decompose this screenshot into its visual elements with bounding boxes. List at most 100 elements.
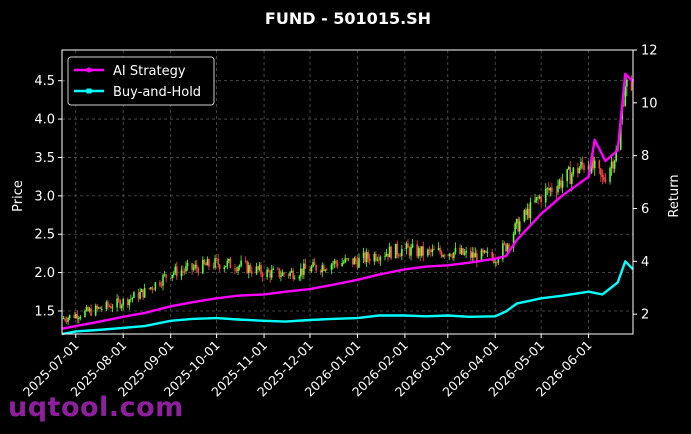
candle-body	[399, 255, 402, 257]
candle-body	[448, 253, 451, 257]
candle-body	[192, 267, 195, 270]
candle-body	[101, 309, 103, 310]
candle-body	[260, 265, 262, 274]
candle-body	[345, 258, 348, 260]
candle-body	[117, 298, 120, 301]
candle-body	[534, 200, 536, 203]
candle-body	[73, 314, 76, 318]
candle-body	[569, 167, 572, 184]
candle-body	[127, 299, 129, 306]
candle-body	[368, 258, 371, 262]
plot-frame	[61, 49, 634, 335]
candle-body	[580, 161, 582, 169]
candle-body	[486, 252, 489, 253]
candle-body	[367, 252, 369, 259]
candle-body	[506, 244, 509, 252]
candle-body	[437, 248, 440, 250]
candle-body	[538, 196, 541, 199]
candle-body	[375, 253, 377, 261]
candle-body	[298, 276, 301, 279]
candle-body	[344, 258, 347, 263]
candle-body	[624, 86, 627, 106]
candle-body	[546, 188, 549, 189]
candle-body	[172, 272, 175, 275]
candle-body	[453, 252, 455, 258]
candle-body	[352, 258, 354, 265]
candle-body	[428, 249, 431, 251]
candle-body	[292, 270, 294, 279]
candle-body	[396, 243, 399, 255]
y-tick-label: 4.5	[34, 74, 55, 89]
candle-body	[497, 259, 500, 263]
y-axis-label: Price	[11, 180, 26, 212]
candle-body	[387, 253, 389, 258]
candle-body	[558, 180, 561, 186]
candle-body	[174, 266, 177, 273]
candle-body	[128, 299, 131, 306]
candle-body	[151, 287, 154, 290]
candle-body	[97, 307, 100, 309]
y-axis-left: 1.5 2.0 2.5 3.0 3.5 4.0 4.5	[34, 74, 62, 319]
candle-body	[111, 307, 114, 309]
candle-body	[246, 261, 249, 274]
candle-body	[79, 316, 82, 318]
candle-body	[266, 269, 268, 278]
candle-body	[422, 246, 425, 256]
candle-body	[373, 253, 376, 262]
candle-body	[442, 255, 444, 257]
candle-body	[191, 263, 193, 270]
candle-body	[90, 308, 92, 316]
candle-body	[485, 250, 487, 253]
candle-body	[176, 266, 178, 277]
candle-body	[162, 275, 164, 286]
candle-body	[630, 79, 633, 91]
candle-body	[235, 269, 238, 272]
candle-body	[472, 252, 475, 258]
candle-body	[613, 160, 616, 169]
y-axis-right: 2 4 6 8 10 12	[633, 44, 658, 323]
candle-body	[505, 243, 507, 252]
candle-body	[185, 266, 187, 272]
candle-body	[469, 251, 472, 258]
candle-body	[133, 292, 135, 298]
candle-body	[148, 287, 151, 289]
candle-body	[326, 269, 328, 271]
y-tick-label: 3.0	[34, 189, 55, 204]
y-tick-label: 1.5	[34, 304, 55, 319]
candle-body	[356, 261, 359, 268]
candle-body	[137, 292, 140, 299]
candle-body	[603, 177, 605, 181]
candle-body	[293, 278, 296, 280]
candle-body	[212, 266, 215, 268]
legend: AI Strategy Buy-and-Hold	[67, 56, 215, 106]
ai-strategy-line	[61, 72, 634, 330]
candle-body	[87, 307, 89, 312]
candle-body	[321, 265, 324, 272]
candle-body	[390, 246, 392, 259]
candle-body	[454, 247, 457, 253]
candle-body	[508, 244, 510, 248]
candle-body	[96, 305, 99, 309]
candle-body	[353, 258, 356, 265]
candle-body	[379, 256, 382, 261]
candle-body	[570, 174, 573, 184]
candle-body	[105, 301, 108, 310]
candle-body	[240, 260, 242, 266]
candle-body	[153, 289, 155, 291]
candle-body	[502, 243, 504, 260]
candle-body	[476, 253, 478, 262]
candle-body	[407, 243, 409, 248]
candle-body	[238, 265, 241, 267]
candle-body	[431, 249, 434, 253]
candle-body	[462, 248, 464, 255]
candle-body	[601, 175, 604, 178]
candle-body	[355, 258, 357, 262]
candle-body	[433, 249, 435, 251]
candle-body	[411, 244, 414, 247]
candle-body	[217, 258, 219, 265]
candle-body	[194, 264, 196, 268]
candle-body	[440, 252, 443, 257]
candle-body	[525, 210, 527, 215]
candle-body	[203, 259, 206, 264]
candle-body	[223, 267, 226, 270]
